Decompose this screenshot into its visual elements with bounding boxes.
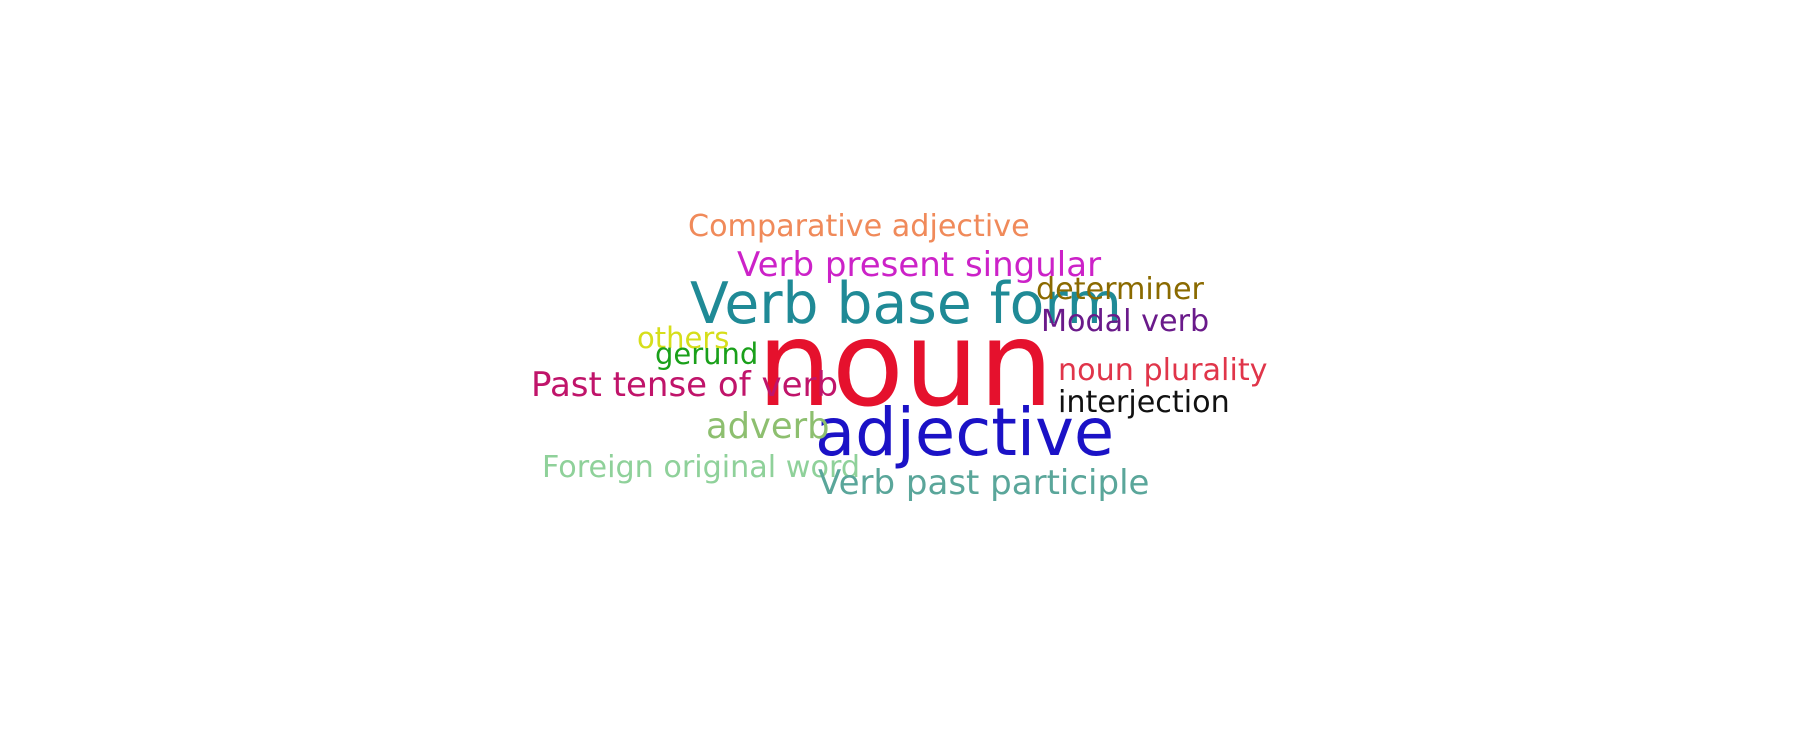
word-verb-base-form: Verb base form xyxy=(690,271,1122,337)
word-adjective: adjective xyxy=(815,395,1114,471)
word-verb-past-participle: Verb past participle xyxy=(818,463,1149,503)
word-verb-present-singular: Verb present singular xyxy=(737,245,1101,285)
word-comparative-adjective: Comparative adjective xyxy=(688,209,1030,244)
word-foreign-original-word: Foreign original word xyxy=(542,450,860,485)
word-noun-plurality: noun plurality xyxy=(1058,353,1268,388)
word-gerund: gerund xyxy=(655,337,758,371)
word-past-tense-of-verb: Past tense of verb xyxy=(531,365,838,405)
word-adverb: adverb xyxy=(706,406,830,447)
word-others: others xyxy=(637,321,729,355)
word-noun: noun xyxy=(757,295,1054,433)
word-interjection: interjection xyxy=(1058,385,1230,420)
word-modal-verb: Modal verb xyxy=(1041,304,1209,339)
word-determiner: determiner xyxy=(1036,272,1205,307)
